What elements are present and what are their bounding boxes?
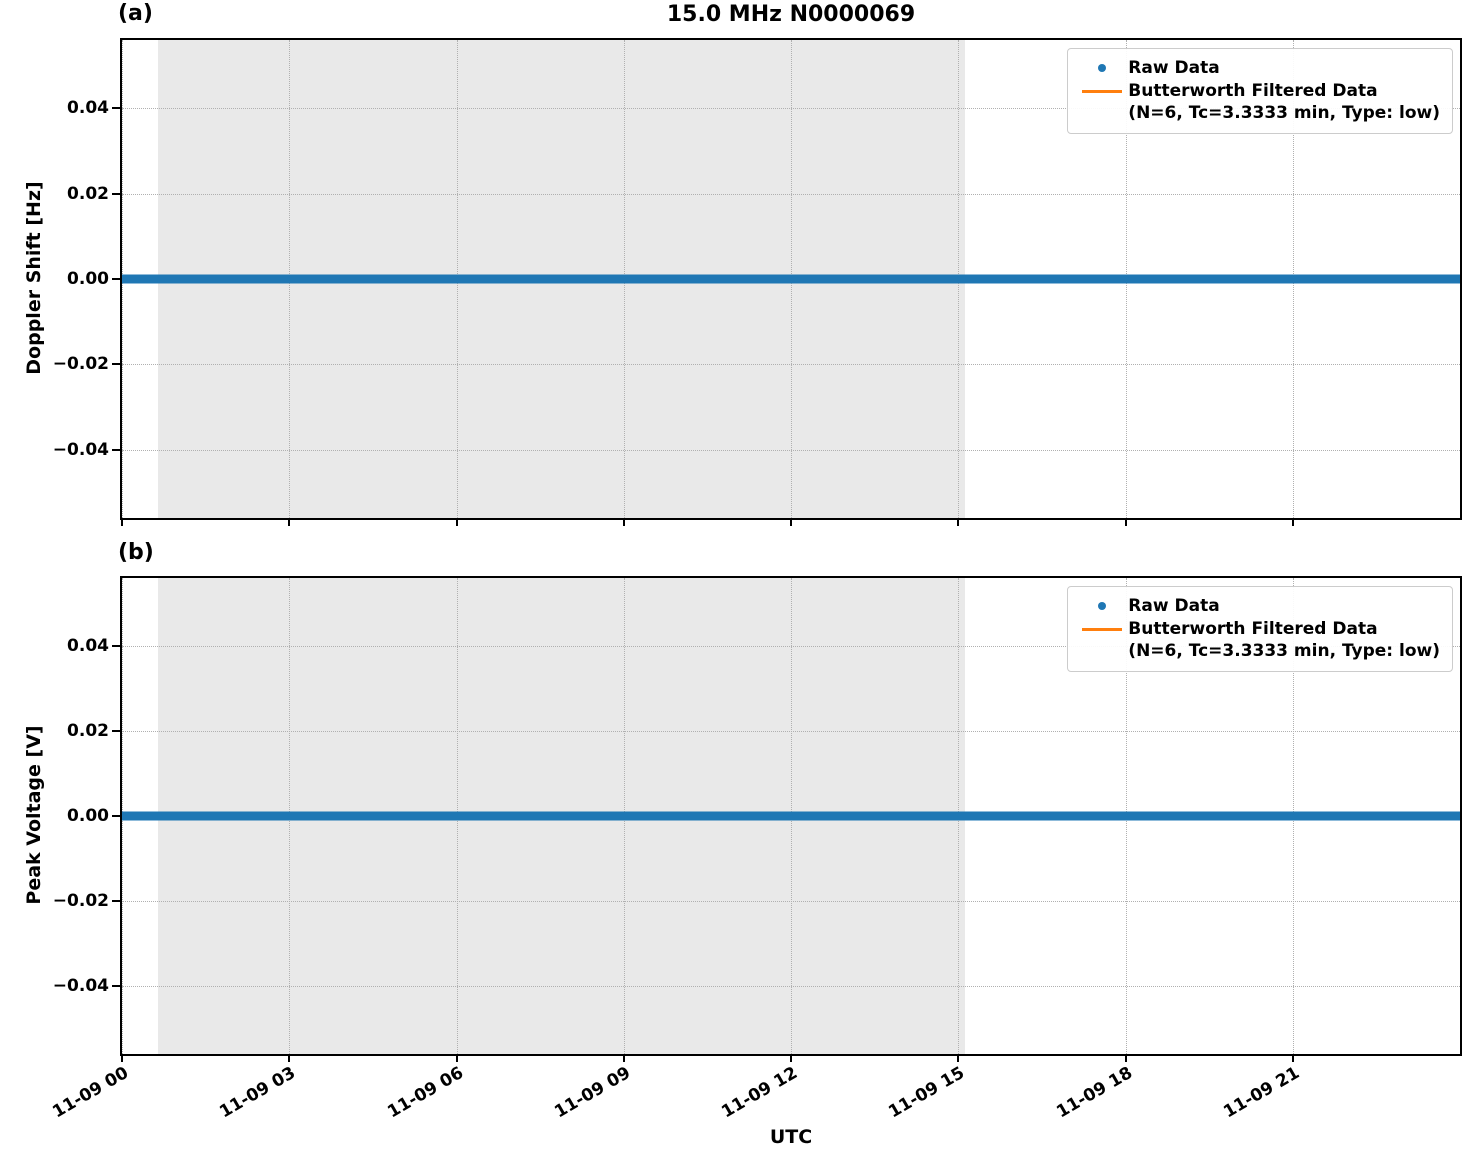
y-tick-mark — [112, 900, 120, 902]
y-tick-label: −0.04 — [52, 439, 109, 460]
y-tick-label: 0.04 — [67, 98, 109, 119]
y-tick-label: 0.00 — [67, 806, 109, 826]
legend: Raw Data Butterworth Filtered Data (N=6,… — [1067, 48, 1453, 134]
x-axis-label-utc: UTC — [769, 1126, 813, 1148]
panel-a-plot-area: Raw Data Butterworth Filtered Data (N=6,… — [53, 38, 1462, 526]
y-tick-label: 0.02 — [67, 183, 109, 204]
legend-raw-label: Raw Data — [1128, 596, 1220, 616]
legend-entry-raw-data: Raw Data — [1076, 57, 1440, 79]
x-tick-mark — [288, 518, 291, 526]
raw-data-series-line — [122, 274, 1460, 284]
x-tick-mark — [121, 1054, 123, 1062]
x-tick-mark — [1124, 518, 1127, 526]
legend-filtered-label: Butterworth Filtered Data — [1128, 619, 1378, 639]
x-tick-label: 11-09 15 — [885, 1063, 969, 1123]
x-tick-label: 11-09 18 — [1052, 1063, 1136, 1123]
filtered-data-line-icon — [1082, 627, 1123, 631]
y-tick-label: 0.04 — [67, 636, 109, 656]
y-tick-label: −0.02 — [52, 354, 109, 375]
panel-b-label: (b) — [118, 540, 154, 565]
x-tick-label: 11-09 00 — [49, 1063, 132, 1123]
raw-data-dot-icon — [1098, 64, 1107, 72]
legend: Raw Data Butterworth Filtered Data (N=6,… — [1067, 586, 1453, 672]
x-tick-label: 11-09 03 — [216, 1063, 300, 1123]
y-tick-mark — [112, 448, 120, 451]
y-tick-mark — [112, 192, 120, 195]
legend-entry-filtered-data: Butterworth Filtered Data (N=6, Tc=3.333… — [1076, 80, 1440, 124]
legend-raw-label: Raw Data — [1128, 58, 1220, 78]
raw-data-dot-icon — [1098, 602, 1107, 610]
x-tick-mark — [121, 518, 123, 526]
y-tick-label: 0.00 — [67, 269, 109, 289]
gridline-horizontal — [122, 731, 1460, 732]
y-tick-mark — [112, 278, 120, 280]
legend-filtered-params: (N=6, Tc=3.3333 min, Type: low) — [1128, 641, 1440, 661]
y-tick-mark — [112, 815, 120, 817]
x-tick-mark — [1291, 1054, 1294, 1062]
y-axis-label-voltage: Peak Voltage [V] — [23, 725, 45, 905]
x-tick-label: 11-09 09 — [551, 1063, 634, 1123]
gridline-horizontal — [122, 108, 1460, 110]
panel-a-label: (a) — [118, 1, 153, 26]
gridline-horizontal — [122, 986, 1460, 987]
x-tick-mark — [622, 518, 625, 526]
y-tick-mark — [112, 363, 120, 366]
y-axis-label-doppler: Doppler Shift [Hz] — [23, 181, 45, 375]
x-tick-mark — [790, 518, 792, 526]
legend-entry-raw-data: Raw Data — [1076, 595, 1440, 617]
y-tick-label: −0.04 — [52, 976, 109, 996]
x-tick-mark — [957, 518, 960, 526]
x-tick-mark — [455, 518, 458, 526]
gridline-horizontal — [122, 364, 1460, 366]
x-tick-label: 11-09 21 — [1220, 1063, 1303, 1123]
x-tick-label: 11-09 06 — [383, 1063, 467, 1123]
legend-entry-filtered-data: Butterworth Filtered Data (N=6, Tc=3.333… — [1076, 618, 1440, 662]
x-tick-mark — [790, 1054, 792, 1062]
x-tick-mark — [1291, 518, 1294, 526]
gridline-horizontal — [122, 193, 1460, 195]
y-tick-mark — [112, 107, 120, 110]
y-tick-label: 0.02 — [67, 721, 109, 741]
panel-b-plot-area: Raw Data Butterworth Filtered Data (N=6,… — [49, 576, 1462, 1122]
gridline-horizontal — [122, 646, 1460, 647]
y-tick-mark — [112, 985, 120, 987]
y-tick-mark — [112, 730, 120, 732]
gridline-horizontal — [122, 449, 1460, 451]
x-tick-mark — [622, 1054, 625, 1062]
x-tick-mark — [1124, 1054, 1127, 1062]
x-tick-mark — [288, 1054, 291, 1062]
gridline-horizontal — [122, 900, 1460, 902]
chart-title: 15.0 MHz N0000069 — [666, 2, 916, 27]
filtered-data-line-icon — [1082, 89, 1123, 93]
legend-filtered-label: Butterworth Filtered Data — [1128, 81, 1378, 101]
x-tick-mark — [455, 1054, 458, 1062]
x-tick-label: 11-09 12 — [718, 1063, 801, 1123]
y-tick-label: −0.02 — [52, 890, 109, 911]
x-tick-mark — [957, 1054, 960, 1062]
legend-filtered-params: (N=6, Tc=3.3333 min, Type: low) — [1128, 103, 1440, 123]
raw-data-series-line — [122, 811, 1460, 821]
y-tick-mark — [112, 644, 120, 647]
